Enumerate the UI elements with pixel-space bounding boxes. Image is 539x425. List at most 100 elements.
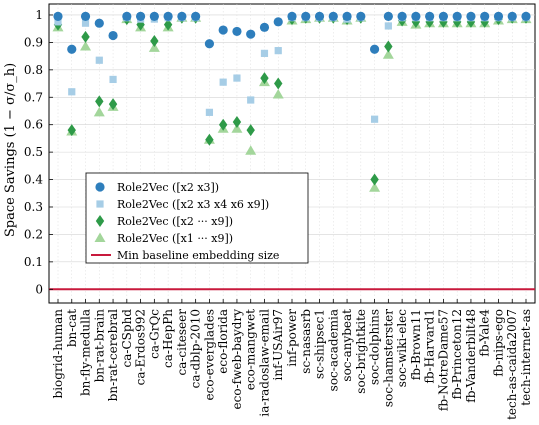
marker-square — [95, 56, 103, 64]
marker-diamond — [150, 35, 159, 48]
marker-circle — [135, 11, 146, 21]
x-tick-label: ca-HepPh — [161, 309, 175, 368]
marker-square — [68, 88, 76, 96]
marker-circle — [259, 22, 270, 32]
legend-label: Role2Vec ([x2 x3 x4 x6 x9]) — [117, 198, 269, 211]
marker-circle — [149, 11, 159, 21]
x-tick-label: soc-brightkite — [354, 309, 368, 394]
x-tick-label: sc-nasasrb — [299, 309, 313, 374]
marker-square — [370, 115, 379, 123]
y-tick-label: 0.5 — [24, 145, 43, 159]
marker-diamond — [163, 18, 173, 31]
marker-diamond — [232, 115, 242, 128]
x-tick-label: fb-Brown11 — [409, 309, 423, 380]
y-tick-label: 1 — [35, 8, 43, 22]
marker-circle — [438, 11, 449, 21]
x-tick-label: bn-rat-brain — [92, 309, 106, 383]
marker-triangle — [80, 41, 92, 51]
x-tick-label: fb-Harvard1 — [423, 309, 437, 384]
marker-triangle — [93, 106, 105, 117]
marker-circle — [425, 11, 435, 21]
marker-triangle — [382, 49, 394, 59]
marker-circle — [177, 11, 187, 21]
x-tick-label: ca-CSphd — [120, 309, 134, 368]
marker-triangle — [245, 145, 257, 155]
marker-circle — [314, 11, 325, 21]
x-tick-label: tech-as-caida2007 — [505, 309, 519, 420]
y-tick-label: 0.9 — [24, 35, 43, 49]
x-tick-label: bn-cat — [65, 309, 79, 347]
x-tick-label: inf-power — [285, 309, 299, 367]
marker-square — [233, 74, 241, 82]
legend-box — [85, 172, 309, 264]
x-tick-label: eco-fweb-baydry — [230, 309, 244, 410]
x-tick-label: bn-rat-cerebral — [106, 309, 120, 401]
x-tick-label: ca-GrQc — [147, 309, 161, 359]
marker-triangle — [231, 123, 243, 133]
y-tick-label: 0.1 — [24, 255, 43, 269]
legend-label: Role2Vec ([x1 ··· x9]) — [117, 232, 233, 245]
y-tick-label: 0.7 — [24, 90, 43, 104]
marker-circle — [356, 11, 366, 21]
marker-triangle — [148, 42, 160, 52]
x-tick-label: fb-Yale4 — [478, 309, 492, 357]
marker-square — [260, 49, 269, 57]
marker-circle — [328, 11, 338, 21]
marker-circle — [122, 11, 132, 21]
marker-triangle — [369, 182, 381, 192]
x-tick-label: tech-internet-as — [519, 309, 533, 406]
x-tick-label: ca-citeseer — [175, 309, 189, 376]
marker-circle — [108, 30, 118, 41]
legend-label: Role2Vec ([x2 ··· x9]) — [117, 215, 233, 228]
x-tick-label: eco-everglades — [202, 309, 216, 400]
marker-circle — [232, 26, 242, 37]
x-tick-label: eco-mangwet — [244, 309, 258, 390]
y-tick-label: 0 — [35, 282, 43, 296]
marker-square — [205, 108, 214, 116]
marker-square — [81, 19, 90, 27]
legend-marker-square — [96, 200, 104, 208]
marker-square — [54, 18, 62, 26]
marker-circle — [53, 11, 63, 21]
marker-diamond — [81, 30, 90, 43]
marker-diamond — [411, 15, 421, 28]
marker-circle — [163, 11, 173, 21]
y-tick-label: 0.4 — [24, 173, 43, 187]
legend: Role2Vec ([x2 x3]) Role2Vec ([x2 x3 x4 x6… — [85, 172, 309, 264]
x-tick-label: eco-florida — [216, 309, 230, 374]
marker-circle — [246, 29, 256, 39]
marker-diamond — [218, 118, 228, 131]
marker-circle — [94, 18, 104, 28]
marker-circle — [493, 11, 504, 21]
marker-diamond — [205, 133, 214, 146]
x-tick-label: fb-NotreDame57 — [436, 309, 450, 411]
x-tick-label: ca-dblp-2010 — [189, 309, 203, 388]
marker-circle — [273, 17, 283, 27]
legend-marker-triangle — [94, 232, 106, 242]
marker-circle — [342, 11, 352, 21]
marker-diamond — [274, 77, 283, 90]
legend-label: Role2Vec ([x2 x3]) — [117, 181, 219, 194]
marker-circle — [67, 44, 77, 54]
x-tick-label: ia-radoslaw-email — [257, 309, 271, 417]
marker-circle — [80, 11, 91, 21]
marker-diamond — [67, 124, 76, 137]
marker-square — [109, 75, 117, 84]
x-tick-label: soc-wiki-elec — [395, 309, 409, 387]
marker-circle — [411, 11, 421, 21]
marker-circle — [301, 11, 311, 21]
x-tick-label: soc-anybeat — [340, 309, 354, 382]
x-tick-label: soc-academia — [326, 309, 340, 391]
y-tick-label: 0.6 — [24, 118, 43, 132]
marker-circle — [204, 39, 215, 49]
x-tick-label: sc-shipsec1 — [313, 309, 327, 379]
marker-circle — [521, 11, 531, 21]
x-tick-label: inf-USAir97 — [271, 309, 285, 380]
x-tick-label: soc-hamsterster — [381, 309, 395, 407]
marker-diamond — [246, 124, 255, 137]
y-tick-label: 0.2 — [24, 227, 43, 241]
y-axis-label: Space Savings (1 − σ/σ_h) — [3, 63, 18, 237]
x-tick-label: fb-Princeton12 — [450, 309, 464, 399]
marker-circle — [369, 44, 380, 54]
x-tick-label: biogrid-human — [51, 309, 65, 399]
